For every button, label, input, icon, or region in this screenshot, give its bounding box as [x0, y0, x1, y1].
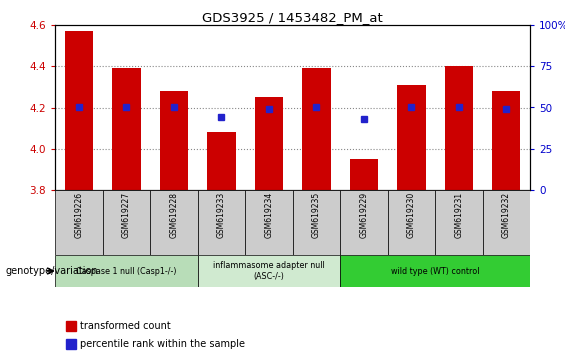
Bar [302, 68, 331, 190]
Bar [492, 91, 520, 190]
Bar [55, 255, 198, 287]
Bar [388, 190, 435, 255]
Bar [245, 190, 293, 255]
Bar [445, 66, 473, 190]
Bar [350, 159, 378, 190]
Bar [483, 190, 530, 255]
Bar [64, 31, 93, 190]
Text: GSM619235: GSM619235 [312, 192, 321, 238]
Text: GSM619232: GSM619232 [502, 192, 511, 238]
Text: Caspase 1 null (Casp1-/-): Caspase 1 null (Casp1-/-) [76, 267, 176, 275]
Text: wild type (WT) control: wild type (WT) control [391, 267, 479, 275]
Text: transformed count: transformed count [80, 321, 171, 331]
Text: GSM619233: GSM619233 [217, 192, 226, 238]
Text: GSM619230: GSM619230 [407, 192, 416, 238]
Text: GSM619229: GSM619229 [359, 192, 368, 238]
Bar [112, 68, 141, 190]
Text: genotype/variation: genotype/variation [6, 266, 98, 276]
Bar [55, 190, 102, 255]
Bar [397, 85, 425, 190]
Bar [293, 190, 340, 255]
Bar [102, 190, 150, 255]
Bar [254, 97, 283, 190]
Bar [207, 132, 236, 190]
Text: GSM619234: GSM619234 [264, 192, 273, 238]
Bar [340, 190, 388, 255]
Text: percentile rank within the sample: percentile rank within the sample [80, 339, 245, 349]
Text: GSM619228: GSM619228 [170, 192, 178, 238]
Bar [198, 190, 245, 255]
Text: GSM619226: GSM619226 [74, 192, 83, 238]
Bar [159, 91, 188, 190]
Text: inflammasome adapter null
(ASC-/-): inflammasome adapter null (ASC-/-) [213, 261, 325, 281]
Bar [198, 255, 340, 287]
Text: GSM619231: GSM619231 [454, 192, 463, 238]
Title: GDS3925 / 1453482_PM_at: GDS3925 / 1453482_PM_at [202, 11, 383, 24]
Bar [150, 190, 198, 255]
Text: GSM619227: GSM619227 [121, 192, 131, 238]
Bar [340, 255, 530, 287]
Bar [435, 190, 483, 255]
